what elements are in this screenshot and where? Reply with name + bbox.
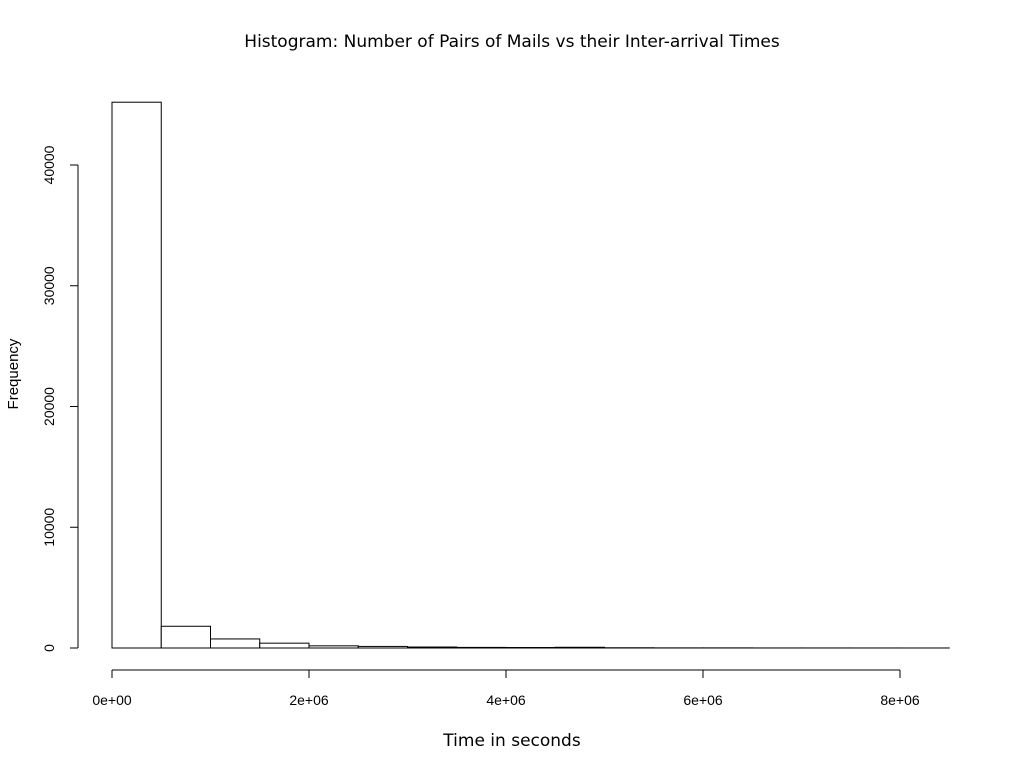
histogram-bar <box>160 625 211 649</box>
x-tick-label: 8e+06 <box>880 692 920 708</box>
histogram-bar <box>259 642 310 649</box>
y-tick-label: 40000 <box>41 145 57 184</box>
histogram-bar <box>357 645 408 649</box>
y-tick-label: 30000 <box>41 266 57 305</box>
x-axis: 0e+00 2e+06 4e+06 6e+06 8e+06 <box>92 669 920 708</box>
x-tick-label: 4e+06 <box>486 692 526 708</box>
y-tick-label: 20000 <box>41 387 57 426</box>
histogram-bar <box>308 645 359 649</box>
chart-title: Histogram: Number of Pairs of Mails vs t… <box>244 32 780 52</box>
histogram-bar <box>111 101 162 649</box>
histogram-bar <box>210 638 261 649</box>
y-axis: 0 10000 20000 30000 40000 <box>41 145 79 652</box>
histogram-bar <box>407 646 458 649</box>
x-tick-label: 0e+00 <box>92 692 132 708</box>
histogram-bars <box>111 101 950 649</box>
y-tick-label: 10000 <box>41 508 57 547</box>
histogram-bar <box>456 646 507 649</box>
y-tick-label: 0 <box>41 644 57 652</box>
histogram-bar <box>554 646 605 649</box>
x-tick-label: 6e+06 <box>683 692 723 708</box>
x-tick-label: 2e+06 <box>289 692 329 708</box>
x-axis-title: Time in seconds <box>442 731 581 751</box>
y-axis-title: Frequency <box>5 338 22 409</box>
